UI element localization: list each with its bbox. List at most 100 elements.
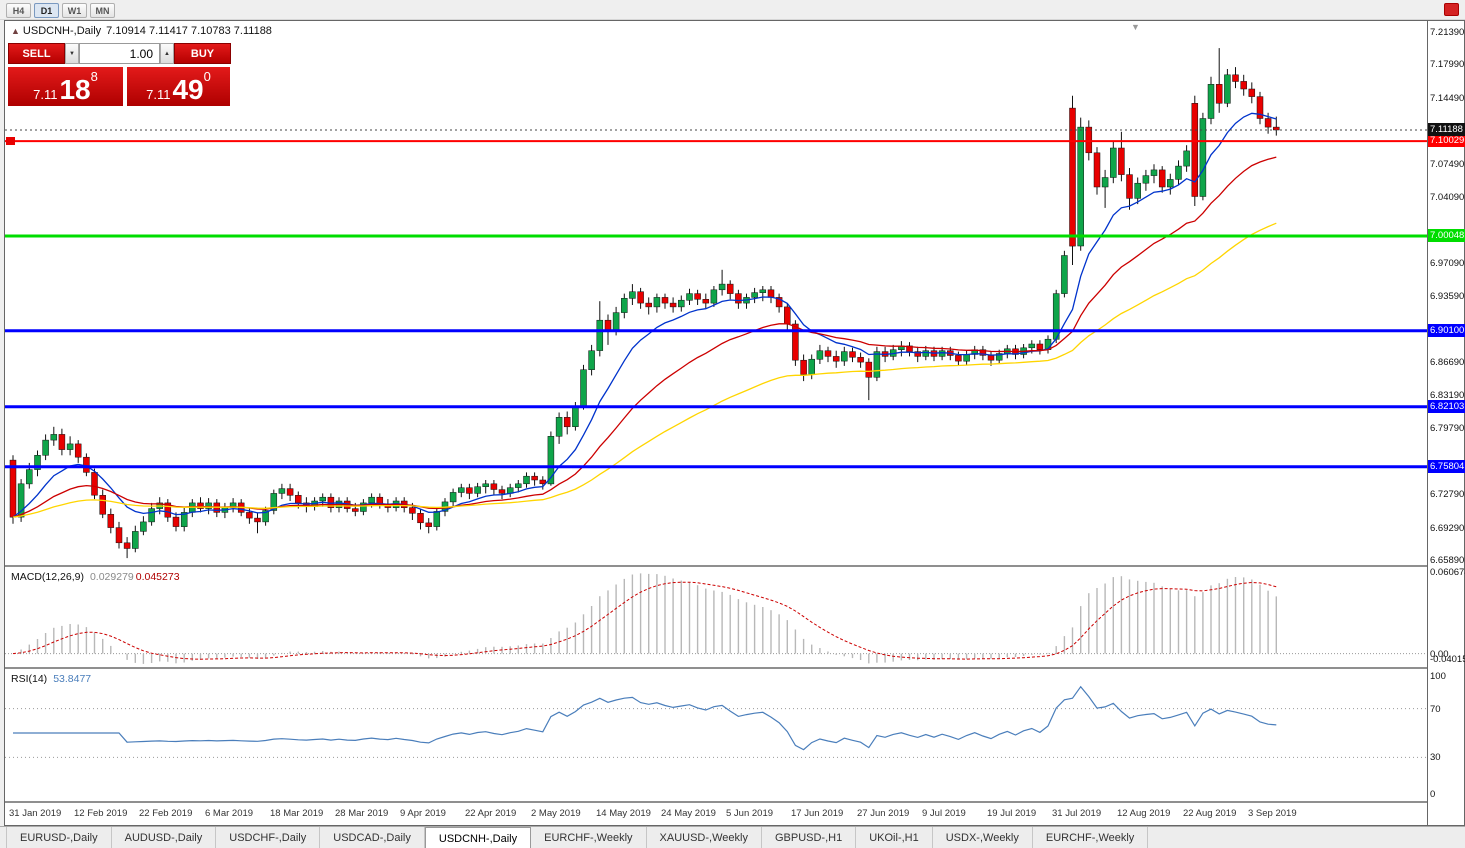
rsi-name: RSI(14) bbox=[11, 673, 48, 685]
date-label: 2 May 2019 bbox=[531, 808, 581, 819]
date-label: 19 Jul 2019 bbox=[987, 808, 1037, 819]
date-label: 17 Jun 2019 bbox=[791, 808, 844, 819]
macd-main-value: 0.029279 bbox=[89, 571, 134, 583]
chart-tab-6-xauusd-weekly[interactable]: XAUUSD-,Weekly bbox=[647, 827, 762, 848]
date-label: 9 Jul 2019 bbox=[922, 808, 966, 819]
date-axis[interactable]: 31 Jan 2019 12 Feb 2019 22 Feb 2019 6 Mar 2… bbox=[5, 801, 1427, 825]
chart-tab-5-eurchf-weekly[interactable]: EURCHF-,Weekly bbox=[531, 827, 647, 848]
timeframe-button-h4[interactable]: H4 bbox=[6, 2, 31, 18]
timeframe-button-d1[interactable]: D1 bbox=[34, 2, 59, 18]
one-click-collapse-icon[interactable]: ▲ bbox=[11, 26, 20, 36]
macd-chart-canvas[interactable] bbox=[5, 567, 1427, 667]
date-label: 18 Mar 2019 bbox=[270, 808, 324, 819]
rsi-axis-tick: 70 bbox=[1430, 704, 1441, 715]
rsi-axis-tick: 0 bbox=[1430, 789, 1436, 800]
buy-price-prefix: 7.11 bbox=[146, 86, 171, 102]
line-price-box: 6.75804 bbox=[1428, 460, 1465, 473]
bid-price-box: 7.11188 bbox=[1428, 123, 1465, 136]
chart-header: ▲ USDCNH-,Daily 7.10914 7.11417 7.10783 7.… bbox=[11, 25, 272, 37]
one-click-prices-row: 7.11 18 8 7.11 49 0 bbox=[8, 67, 235, 106]
hline-drag-handle[interactable] bbox=[6, 137, 15, 145]
date-label: 12 Feb 2019 bbox=[74, 808, 128, 819]
date-label: 3 Sep 2019 bbox=[1248, 808, 1297, 819]
alert-icon[interactable] bbox=[1444, 3, 1459, 16]
rsi-chart-canvas[interactable] bbox=[5, 669, 1427, 801]
price-axis-tick: 6.72790 bbox=[1430, 489, 1465, 500]
volume-decrease-button[interactable]: ▼ bbox=[65, 43, 79, 64]
toolbar: H4 D1 W1 MN bbox=[0, 0, 1465, 20]
buy-price-big: 49 bbox=[172, 74, 204, 106]
rsi-indicator-label: RSI(14) 53.8477 bbox=[11, 673, 91, 685]
timeframe-button-w1[interactable]: W1 bbox=[62, 2, 87, 18]
sell-price-prefix: 7.11 bbox=[33, 86, 58, 102]
volume-increase-button[interactable]: ▲ bbox=[160, 43, 174, 64]
chart-tab-4-usdcnh-daily[interactable]: USDCNH-,Daily bbox=[424, 827, 532, 848]
price-axis-tick: 7.17990 bbox=[1430, 59, 1465, 70]
chart-tab-10-eurchf-weekly[interactable]: EURCHF-,Weekly bbox=[1033, 827, 1149, 848]
date-label: 31 Jul 2019 bbox=[1052, 808, 1102, 819]
date-label: 6 Mar 2019 bbox=[205, 808, 254, 819]
macd-name: MACD(12,26,9) bbox=[11, 571, 84, 583]
date-label: 22 Aug 2019 bbox=[1183, 808, 1237, 819]
date-label: 22 Feb 2019 bbox=[139, 808, 193, 819]
chart-tab-3-usdcad-daily[interactable]: USDCAD-,Daily bbox=[320, 827, 425, 848]
pane-separator[interactable] bbox=[5, 667, 1464, 669]
buy-price-display[interactable]: 7.11 49 0 bbox=[127, 67, 230, 106]
chart-tab-8-ukoil-h1[interactable]: UKOil-,H1 bbox=[856, 827, 933, 848]
chart-symbol-label: USDCNH-,Daily bbox=[22, 25, 102, 37]
timeframe-group: H4 D1 W1 MN bbox=[6, 1, 118, 19]
date-label: 14 May 2019 bbox=[596, 808, 651, 819]
price-axis[interactable]: 7.21390 7.17990 7.14490 7.07490 7.04090 6.970… bbox=[1427, 21, 1465, 825]
price-axis-tick: 7.07490 bbox=[1430, 159, 1465, 170]
line-price-box: 7.10029 bbox=[1428, 134, 1465, 147]
price-axis-tick: 6.65890 bbox=[1430, 555, 1465, 566]
price-axis-tick: 6.79790 bbox=[1430, 423, 1465, 434]
price-axis-tick: 6.93590 bbox=[1430, 291, 1465, 302]
chart-tab-7-gbpusd-h1[interactable]: GBPUSD-,H1 bbox=[762, 827, 857, 848]
date-label: 24 May 2019 bbox=[661, 808, 716, 819]
rsi-axis-tick: 100 bbox=[1430, 671, 1446, 682]
date-label: 9 Apr 2019 bbox=[400, 808, 446, 819]
date-label: 12 Aug 2019 bbox=[1117, 808, 1171, 819]
rsi-axis-tick: 30 bbox=[1430, 752, 1441, 763]
chart-window: 31 Jan 2019 12 Feb 2019 22 Feb 2019 6 Mar 2… bbox=[4, 20, 1465, 826]
price-axis-tick: 6.86690 bbox=[1430, 357, 1465, 368]
price-chart-canvas[interactable] bbox=[5, 21, 1427, 565]
timeframe-button-mn[interactable]: MN bbox=[90, 2, 115, 18]
date-label: 27 Jun 2019 bbox=[857, 808, 910, 819]
chart-tab-9-usdx-weekly[interactable]: USDX-,Weekly bbox=[933, 827, 1033, 848]
price-axis-tick: 6.97090 bbox=[1430, 258, 1465, 269]
price-axis-tick: 6.69290 bbox=[1430, 523, 1465, 534]
sell-button[interactable]: SELL bbox=[8, 43, 65, 64]
chart-shift-marker-icon[interactable]: ▼ bbox=[1131, 22, 1140, 32]
buy-price-sup: 0 bbox=[203, 69, 211, 84]
date-label: 5 Jun 2019 bbox=[726, 808, 774, 819]
volume-input[interactable] bbox=[79, 43, 160, 64]
date-label: 28 Mar 2019 bbox=[335, 808, 389, 819]
macd-indicator-label: MACD(12,26,9) 0.029279 0.045273 bbox=[11, 571, 180, 583]
macd-axis-tick: 0.060674 bbox=[1430, 567, 1465, 578]
macd-axis-tick: 0.00 bbox=[1430, 649, 1449, 660]
price-axis-tick: 7.14490 bbox=[1430, 93, 1465, 104]
sell-price-display[interactable]: 7.11 18 8 bbox=[8, 67, 123, 106]
chart-tab-0-eurusd-daily[interactable]: EURUSD-,Daily bbox=[6, 827, 112, 848]
price-axis-tick: 7.04090 bbox=[1430, 192, 1465, 203]
chart-tab-2-usdchf-daily[interactable]: USDCHF-,Daily bbox=[216, 827, 321, 848]
price-axis-tick: 7.21390 bbox=[1430, 27, 1465, 38]
line-price-box: 6.82103 bbox=[1428, 400, 1465, 413]
sell-price-sup: 8 bbox=[90, 69, 98, 84]
chart-ohlc-values: 7.10914 7.11417 7.10783 7.11188 bbox=[106, 25, 272, 37]
date-label: 22 Apr 2019 bbox=[465, 808, 517, 819]
rsi-value: 53.8477 bbox=[53, 673, 92, 685]
buy-button[interactable]: BUY bbox=[174, 43, 231, 64]
macd-signal-value: 0.045273 bbox=[135, 571, 180, 583]
line-price-box: 6.90100 bbox=[1428, 324, 1465, 337]
price-axis-tick: 6.83190 bbox=[1430, 390, 1465, 401]
chart-tab-1-audusd-daily[interactable]: AUDUSD-,Daily bbox=[112, 827, 217, 848]
one-click-controls-row: SELL ▼ ▲ BUY bbox=[8, 43, 235, 64]
one-click-trading-panel: SELL ▼ ▲ BUY 7.11 18 8 7.11 49 0 bbox=[8, 43, 235, 106]
sell-price-big: 18 bbox=[59, 74, 91, 106]
line-price-box: 7.00048 bbox=[1428, 229, 1465, 242]
pane-separator[interactable] bbox=[5, 565, 1464, 567]
